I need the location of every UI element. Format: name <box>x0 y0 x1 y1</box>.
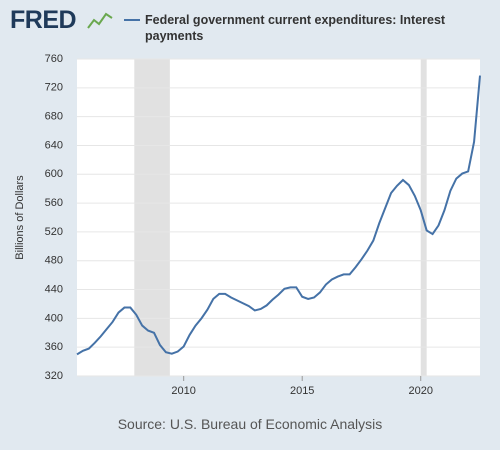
y-tick-label: 320 <box>45 370 63 382</box>
y-tick-label: 360 <box>45 341 63 353</box>
recession-band <box>134 59 170 376</box>
y-tick-label: 600 <box>45 168 63 180</box>
logo: FRED <box>10 6 77 34</box>
y-tick-label: 400 <box>45 312 63 324</box>
y-tick-label: 480 <box>45 255 63 267</box>
x-tick-label: 2020 <box>408 385 432 397</box>
y-tick-label: 680 <box>45 111 63 123</box>
series-line <box>76 75 481 356</box>
source: Source: U.S. Bureau of Economic Analysis <box>117 416 383 432</box>
y-tick-label: 520 <box>45 226 63 238</box>
x-tick-label: 2010 <box>171 385 195 397</box>
legend-swatch <box>124 19 140 21</box>
y-axis-label: Billions of Dollars <box>14 175 26 260</box>
chart-title: Federal government current expenditures:… <box>145 13 446 43</box>
y-tick-label: 440 <box>45 283 63 295</box>
x-tick-label: 2015 <box>290 385 314 397</box>
y-tick-label: 640 <box>45 139 63 151</box>
y-tick-label: 720 <box>45 82 63 94</box>
logo-icon <box>87 12 113 29</box>
y-tick-label: 560 <box>45 197 63 209</box>
y-tick-label: 760 <box>45 53 63 65</box>
